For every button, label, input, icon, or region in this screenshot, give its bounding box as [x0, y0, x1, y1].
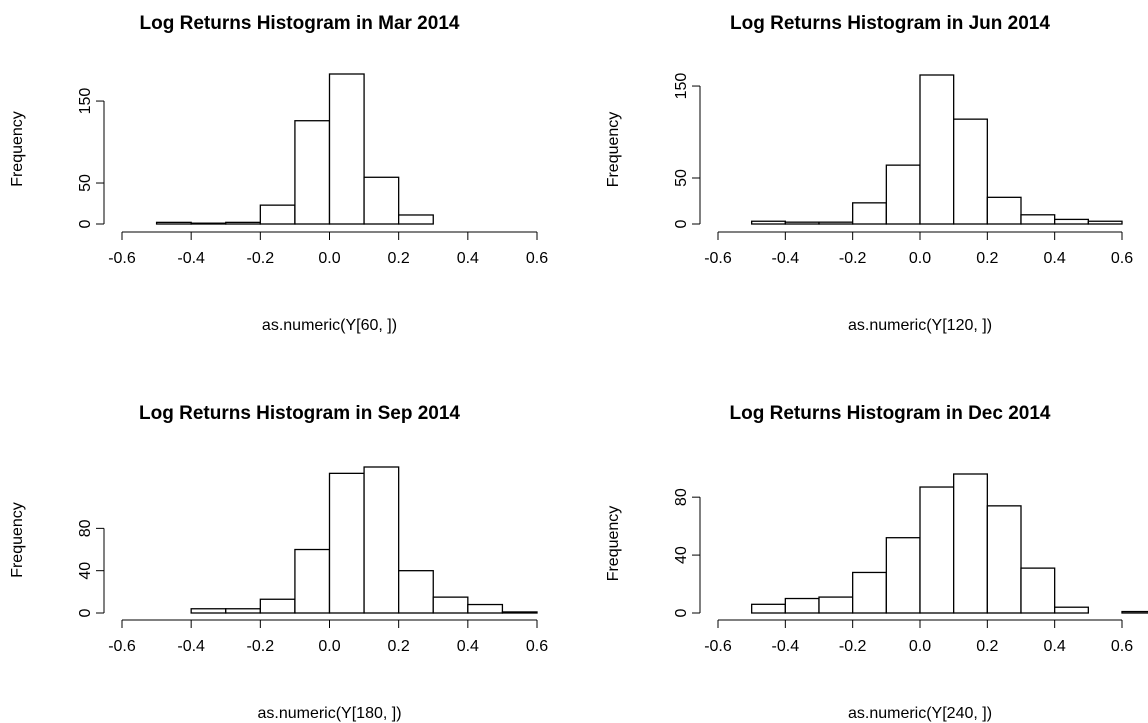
bar	[190, 608, 227, 614]
x-tick-label: 0.4	[457, 250, 479, 267]
bar	[155, 221, 192, 225]
x-tick-label: 0.4	[1044, 250, 1066, 267]
x-tick-label: 0.2	[976, 638, 998, 655]
bar	[784, 597, 820, 614]
bar	[751, 603, 786, 614]
x-tick-label: -0.4	[772, 250, 800, 267]
y-axis-label: Frequency	[9, 111, 26, 187]
bar	[852, 202, 887, 225]
x-axis-label: as.numeric(Y[60, ])	[262, 317, 397, 334]
y-tick-label: 150	[77, 88, 94, 115]
bar	[432, 596, 469, 614]
y-tick-label: 0	[673, 608, 690, 617]
y-tick-label: 0	[673, 219, 690, 228]
y-tick-label: 50	[673, 169, 690, 187]
bar	[986, 505, 1022, 614]
bar	[919, 74, 955, 225]
bar	[190, 222, 227, 225]
y-tick-label: 40	[77, 562, 94, 580]
x-tick-label: 0.0	[909, 250, 931, 267]
x-tick-label: 0.6	[526, 638, 548, 655]
bar	[953, 118, 988, 225]
bar	[953, 473, 988, 614]
bar	[751, 220, 786, 225]
x-tick-label: 0.6	[1111, 250, 1133, 267]
bar	[259, 204, 296, 225]
bar	[1054, 218, 1089, 225]
bar	[818, 596, 854, 614]
bar	[467, 603, 504, 614]
bar	[986, 196, 1022, 225]
bar	[1020, 567, 1056, 614]
bar	[328, 472, 365, 614]
y-tick-label: 0	[77, 219, 94, 228]
x-tick-label: 0.6	[1111, 638, 1133, 655]
x-axis-label: as.numeric(Y[120, ])	[848, 317, 992, 334]
x-tick-label: 0.0	[909, 638, 931, 655]
x-tick-label: -0.6	[704, 250, 732, 267]
x-axis-label: as.numeric(Y[180, ])	[257, 705, 401, 722]
x-tick-label: 0.2	[388, 638, 410, 655]
bar	[294, 548, 331, 614]
bar	[919, 486, 955, 614]
bar	[852, 571, 887, 614]
x-axis-label: as.numeric(Y[240, ])	[848, 705, 992, 722]
bar	[885, 164, 921, 225]
bar	[818, 221, 854, 225]
x-tick-label: -0.2	[247, 250, 275, 267]
x-tick-label: 0.2	[976, 250, 998, 267]
x-tick-label: -0.4	[177, 638, 205, 655]
x-tick-label: 0.4	[1044, 638, 1066, 655]
bar	[225, 608, 261, 614]
bar	[1121, 610, 1148, 614]
y-tick-label: 40	[673, 546, 690, 564]
x-tick-label: 0.4	[457, 638, 479, 655]
x-tick-label: -0.4	[177, 250, 205, 267]
x-tick-label: -0.6	[704, 638, 732, 655]
y-tick-label: 80	[673, 488, 690, 506]
y-axis-label: Frequency	[9, 502, 26, 578]
bar	[1020, 214, 1056, 225]
y-tick-label: 50	[77, 174, 94, 192]
bar	[259, 598, 296, 614]
y-axis-label: Frequency	[605, 506, 622, 582]
y-axis-label: Frequency	[605, 112, 622, 188]
bar	[1054, 606, 1089, 614]
x-tick-label: -0.2	[839, 638, 867, 655]
bar	[501, 611, 538, 614]
x-tick-label: -0.2	[247, 638, 275, 655]
chart-title: Log Returns Histogram in Mar 2014	[140, 13, 460, 34]
x-tick-label: -0.6	[108, 250, 136, 267]
bar	[1087, 220, 1123, 225]
chart-title: Log Returns Histogram in Dec 2014	[730, 403, 1051, 424]
bar	[885, 537, 921, 614]
bar	[363, 466, 400, 614]
y-tick-label: 0	[77, 608, 94, 617]
x-tick-label: -0.4	[772, 638, 800, 655]
x-tick-label: 0.2	[388, 250, 410, 267]
y-tick-label: 150	[673, 73, 690, 100]
x-tick-label: -0.6	[108, 638, 136, 655]
x-tick-label: 0.0	[318, 638, 340, 655]
bar	[294, 120, 331, 225]
x-tick-label: 0.0	[318, 250, 340, 267]
chart-title: Log Returns Histogram in Sep 2014	[139, 403, 460, 424]
bar	[225, 221, 261, 225]
chart-title: Log Returns Histogram in Jun 2014	[730, 13, 1050, 34]
bar	[328, 73, 365, 225]
bar	[398, 214, 434, 225]
x-tick-label: 0.6	[526, 250, 548, 267]
y-tick-label: 80	[77, 519, 94, 537]
bar	[398, 570, 434, 614]
bar	[784, 221, 820, 225]
bar	[363, 176, 400, 225]
x-tick-label: -0.2	[839, 250, 867, 267]
